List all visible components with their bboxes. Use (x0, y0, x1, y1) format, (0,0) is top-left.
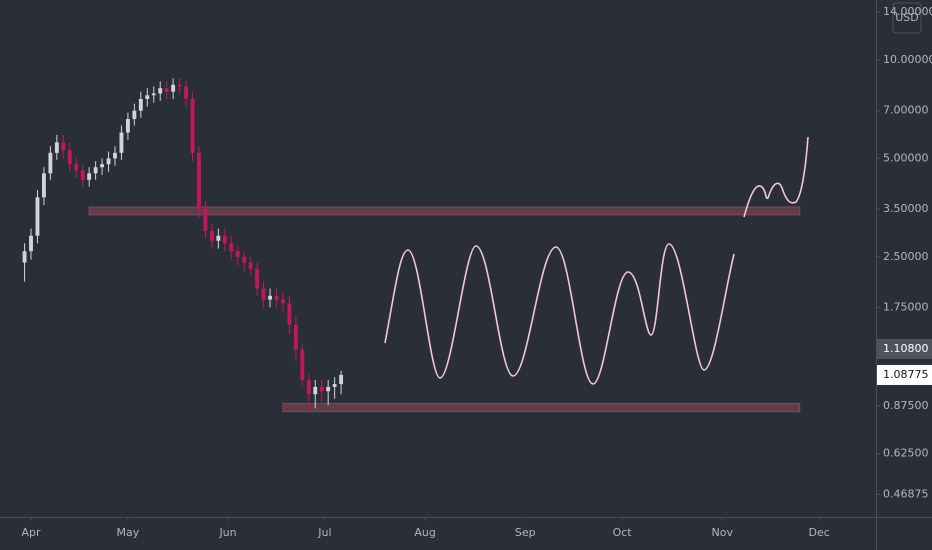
candle-body (261, 288, 266, 300)
candle-body (48, 152, 53, 174)
x-tick-label: Aug (414, 526, 435, 539)
x-tick-label: Sep (515, 526, 536, 539)
candle-body (41, 173, 46, 198)
price-zone (88, 206, 801, 216)
y-tick-label: 2.50000 (883, 250, 929, 263)
candle-body (235, 251, 240, 257)
candle-body (197, 152, 201, 210)
x-tick-label: Oct (613, 526, 633, 539)
candle-body (281, 299, 285, 304)
candle-body (287, 303, 292, 325)
candle-body (216, 235, 221, 241)
candle-body (67, 150, 72, 165)
candle-body (22, 251, 27, 263)
projection-wave (384, 243, 735, 385)
x-tick-label: Dec (809, 526, 830, 539)
candle-body (177, 84, 182, 87)
candle-body (319, 386, 324, 392)
candle-body (293, 324, 298, 350)
y-tick-label: 0.62500 (883, 447, 929, 460)
y-tick-label: 0.46875 (883, 487, 929, 500)
candle-body (132, 110, 137, 119)
y-tick-label: 10.00000 (883, 53, 932, 66)
currency-label: USD (895, 11, 919, 24)
candle-body (100, 164, 105, 168)
candle-body (242, 256, 247, 263)
candle-body (138, 98, 143, 111)
candle-body (190, 98, 195, 153)
candle-body (151, 93, 156, 96)
candle-body (332, 384, 337, 387)
candle-body (113, 152, 117, 159)
y-tick-label: 5.00000 (883, 151, 929, 164)
candle-body (274, 295, 279, 300)
price-label: 1.08775 (883, 368, 929, 381)
candle-body (248, 262, 253, 269)
y-tick-label: 7.00000 (883, 104, 929, 117)
candle-body (184, 86, 188, 99)
candle-body (29, 235, 33, 252)
candle-body (255, 268, 260, 289)
candle-body (80, 170, 85, 180)
x-tick-label: Jul (317, 526, 331, 539)
candle-body (87, 173, 92, 180)
candle-body (268, 295, 272, 300)
candle-body (306, 379, 311, 395)
y-tick-label: 14.00000 (883, 5, 932, 18)
x-tick-label: Nov (712, 526, 734, 539)
candle-body (106, 158, 111, 165)
y-tick-label: 1.75000 (883, 300, 929, 313)
candle-body (313, 386, 318, 395)
candle-body (203, 209, 208, 231)
y-tick-label: 0.87500 (883, 399, 929, 412)
price-label: 1.10800 (883, 342, 929, 355)
candle-body (125, 118, 130, 133)
price-label-box (877, 338, 932, 359)
candle-body (158, 88, 163, 94)
candle-body (164, 88, 169, 92)
price-zone (282, 402, 801, 413)
candle-body (339, 374, 344, 385)
y-tick-label: 3.50000 (883, 202, 929, 215)
x-tick-label: May (117, 526, 140, 539)
candle-body (119, 132, 124, 153)
candle-body (35, 197, 40, 236)
x-tick-label: Jun (218, 526, 236, 539)
price-label-box (877, 364, 932, 385)
candle-body (300, 349, 305, 380)
candle-body (209, 230, 214, 241)
plot (22, 78, 801, 413)
candle-body (145, 95, 150, 99)
candle-body (93, 167, 98, 174)
currency-badge[interactable] (892, 2, 922, 34)
candle-body (229, 243, 234, 252)
candle-body (61, 142, 66, 151)
candle-body (171, 84, 176, 92)
x-tick-label: Apr (21, 526, 41, 539)
projection-breakout (743, 136, 809, 218)
candle-body (74, 164, 79, 171)
candle-body (54, 142, 59, 153)
candle-body (222, 235, 227, 244)
candle-body (326, 386, 331, 392)
